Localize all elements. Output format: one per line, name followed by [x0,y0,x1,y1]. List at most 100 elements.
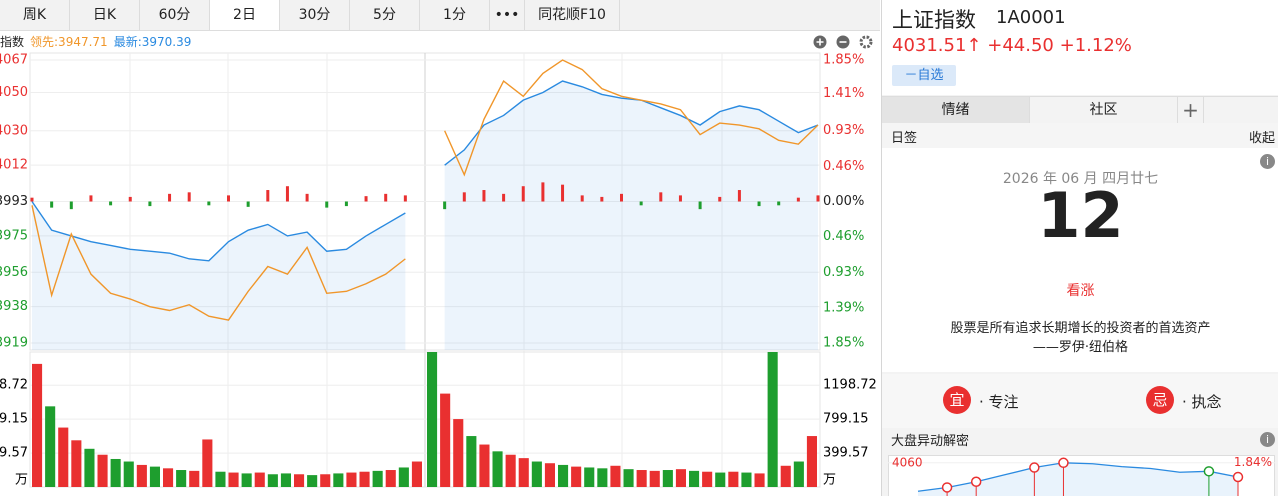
sign-date: 2026 年 06 月 四月廿七 [1002,171,1159,187]
volume-bar [466,436,477,487]
flow-bar [639,201,643,206]
period-tab[interactable]: ••• [490,0,525,30]
volume-bar [531,461,542,487]
sign-card [882,148,1278,372]
volume-bar [636,470,647,487]
volume-bar [294,474,305,487]
y2-tick-label: 1.84% [1234,455,1272,469]
bad-badge: 忌 [1146,386,1174,414]
volume-bar [254,472,265,487]
flow-bar [246,201,250,207]
volume-bar [176,470,187,487]
event-marker[interactable] [941,482,953,493]
volume-bar [610,465,621,487]
volume-bar [359,471,370,487]
period-tab[interactable]: 同花顺F10 [525,0,620,30]
y-tick-label: 399.57 [0,446,28,461]
volume-bar [280,473,291,487]
flow-bar [462,192,466,202]
anomaly-title: 大盘异动解密 [891,434,970,449]
period-tab[interactable]: 1分 [420,0,490,30]
volume-bar [505,454,516,487]
y-tick-label: 3956 [0,265,28,280]
sign-quote: 股票是所有追求长期增长的投资者的首选资产 [950,321,1211,336]
volume-bar [728,471,739,487]
period-tab[interactable]: 周K [0,0,70,30]
flow-bar [285,186,289,202]
volume-bar [385,470,396,487]
y2-tick-label: 1.85% [823,336,864,351]
flow-bar [403,195,407,202]
y-tick-label: 4050 [0,85,28,100]
volume-bar [372,470,383,487]
volume-bar [479,444,490,487]
volume-bar [453,419,464,487]
y2-tick-label: 1.39% [823,300,864,315]
sign-title: 日签 [891,131,918,146]
period-tab[interactable]: 30分 [280,0,350,30]
side-tab[interactable]: 情绪 [882,97,1030,123]
sign-author: ——罗伊·纽伯格 [1032,340,1129,355]
y-tick-label: 399.57 [823,446,869,461]
volume-bar [806,436,817,487]
flow-bar [168,193,172,202]
event-marker[interactable] [1232,471,1244,483]
index-name: 上证指数 [892,8,976,32]
y2-tick-label: 0.46% [823,159,864,174]
legend: 指数 领先:3947.71 最新:3970.39 [0,33,197,50]
unit-label: 万 [823,473,836,488]
volume-bar [149,466,160,487]
mini-chart: 4060 1.84% [888,455,1275,496]
mini-area [918,462,1238,496]
y2-tick-label: 1.41% [823,86,864,101]
volume-bar [584,467,595,487]
watch-button[interactable]: －自选 [892,65,956,86]
legend-latest: 最新:3970.39 [113,35,192,49]
volume-bar [346,472,357,487]
event-marker[interactable] [970,476,982,488]
volume-bar [320,474,331,487]
zoom-in-glyph [816,38,824,46]
settings[interactable] [859,35,873,49]
y-tick-label: 4012 [0,158,28,173]
info-icon[interactable]: i [1260,154,1275,169]
event-marker[interactable] [1203,466,1215,477]
legend-label: 指数 [0,35,25,49]
flow-bar [364,196,368,202]
price-line [31,59,819,321]
y2-tick-label: 0.93% [823,265,864,280]
volume-bar [58,427,69,487]
volume-bar [45,406,56,487]
volume-bar [571,466,582,487]
volume-bar [84,448,95,487]
flow-bar [600,196,604,202]
side-tab[interactable]: 社区 [1030,97,1178,123]
period-tab[interactable]: 日K [70,0,140,30]
period-tab[interactable]: 60分 [140,0,210,30]
flow-bar [89,195,93,202]
volume-bar [544,463,555,487]
collapse[interactable]: 收起 [1248,131,1275,146]
event-marker[interactable] [1058,457,1069,469]
period-tab[interactable]: 5分 [350,0,420,30]
flow-bar [128,196,132,202]
y-tick-label: 4030 [0,123,28,138]
flow-bar [50,201,54,208]
flow-bar [305,193,309,202]
volume-bar [189,470,200,487]
flow-bar [384,193,388,202]
side-tab[interactable]: + [1178,97,1204,123]
y2-tick-label: 0.46% [823,229,864,244]
info-icon[interactable]: i [1260,432,1275,447]
volume-bar [649,470,660,487]
flow-bar [187,192,191,202]
period-tab[interactable]: 2日 [210,0,280,30]
volume-bar [398,467,409,487]
y-tick-label: 1198.72 [823,378,877,393]
event-marker[interactable] [1029,462,1040,473]
sign-day: 12 [1037,179,1124,252]
sign-bar [882,123,1278,148]
volume-bar [241,473,252,487]
